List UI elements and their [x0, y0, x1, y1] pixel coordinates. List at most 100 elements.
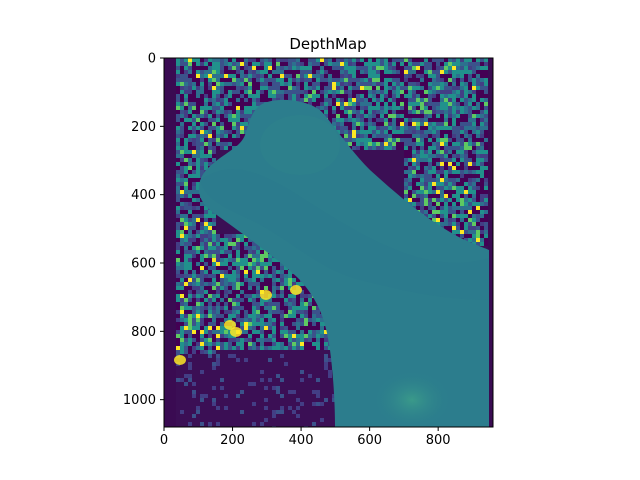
noise-cell: [244, 262, 248, 266]
noise-cell: [308, 298, 312, 302]
chart-title: DepthMap: [289, 35, 366, 53]
noise-cell: [284, 362, 288, 366]
noise-cell: [188, 262, 192, 266]
noise-cell: [240, 118, 244, 122]
noise-cell: [248, 66, 252, 70]
noise-cell: [184, 166, 188, 170]
noise-cell: [424, 78, 428, 82]
noise-cell: [356, 142, 360, 146]
noise-cell: [228, 102, 232, 106]
noise-cell: [432, 58, 436, 62]
noise-cell: [272, 90, 276, 94]
noise-cell: [228, 282, 232, 286]
noise-cell: [380, 94, 384, 98]
noise-cell: [384, 94, 388, 98]
noise-cell: [408, 102, 412, 106]
noise-cell: [268, 62, 272, 66]
noise-cell: [416, 122, 420, 126]
noise-cell: [476, 202, 480, 206]
noise-cell: [428, 106, 432, 110]
noise-cell: [180, 70, 184, 74]
noise-cell: [440, 146, 444, 150]
noise-cell: [268, 70, 272, 74]
noise-cell: [464, 210, 468, 214]
noise-cell: [352, 70, 356, 74]
noise-cell: [212, 114, 216, 118]
noise-cell: [424, 102, 428, 106]
noise-cell: [248, 362, 252, 366]
noise-cell: [212, 234, 216, 238]
noise-cell: [232, 142, 236, 146]
noise-cell: [220, 398, 224, 402]
noise-cell: [180, 274, 184, 278]
noise-cell: [472, 90, 476, 94]
noise-cell: [464, 178, 468, 182]
noise-cell: [204, 326, 208, 330]
noise-cell: [404, 66, 408, 70]
noise-cell: [328, 118, 332, 122]
noise-cell: [196, 262, 200, 266]
noise-cell: [464, 90, 468, 94]
noise-cell: [480, 62, 484, 66]
noise-cell: [336, 62, 340, 66]
noise-cell: [188, 330, 192, 334]
noise-cell: [212, 226, 216, 230]
noise-cell: [276, 58, 280, 62]
noise-cell: [400, 130, 404, 134]
noise-cell: [440, 190, 444, 194]
noise-cell: [284, 282, 288, 286]
noise-cell: [408, 138, 412, 142]
noise-cell: [204, 258, 208, 262]
noise-cell: [208, 214, 212, 218]
noise-cell: [404, 94, 408, 98]
noise-cell: [308, 86, 312, 90]
noise-cell: [336, 130, 340, 134]
noise-cell: [300, 342, 304, 346]
noise-cell: [328, 354, 332, 358]
noise-cell: [208, 126, 212, 130]
noise-cell: [296, 414, 300, 418]
noise-cell: [176, 254, 180, 258]
noise-cell: [212, 290, 216, 294]
noise-cell: [468, 230, 472, 234]
noise-cell: [444, 170, 448, 174]
noise-cell: [240, 370, 244, 374]
noise-cell: [188, 134, 192, 138]
noise-cell: [192, 98, 196, 102]
noise-cell: [196, 254, 200, 258]
noise-cell: [240, 298, 244, 302]
noise-cell: [428, 146, 432, 150]
noise-cell: [372, 66, 376, 70]
noise-cell: [328, 370, 332, 374]
noise-cell: [368, 142, 372, 146]
noise-cell: [292, 314, 296, 318]
noise-cell: [196, 194, 200, 198]
noise-cell: [228, 270, 232, 274]
noise-cell: [308, 98, 312, 102]
noise-cell: [292, 310, 296, 314]
noise-cell: [356, 146, 360, 150]
noise-cell: [424, 174, 428, 178]
noise-cell: [336, 58, 340, 62]
noise-cell: [296, 370, 300, 374]
noise-cell: [440, 154, 444, 158]
noise-cell: [224, 366, 228, 370]
noise-cell: [224, 130, 228, 134]
noise-cell: [176, 378, 180, 382]
noise-cell: [316, 322, 320, 326]
noise-cell: [416, 102, 420, 106]
noise-cell: [216, 338, 220, 342]
noise-cell: [200, 174, 204, 178]
noise-cell: [292, 406, 296, 410]
noise-cell: [228, 362, 232, 366]
noise-cell: [324, 390, 328, 394]
noise-cell: [240, 130, 244, 134]
noise-cell: [236, 234, 240, 238]
noise-cell: [264, 62, 268, 66]
noise-cell: [448, 174, 452, 178]
noise-cell: [224, 394, 228, 398]
noise-cell: [340, 130, 344, 134]
noise-cell: [432, 170, 436, 174]
noise-cell: [180, 66, 184, 70]
noise-cell: [328, 62, 332, 66]
